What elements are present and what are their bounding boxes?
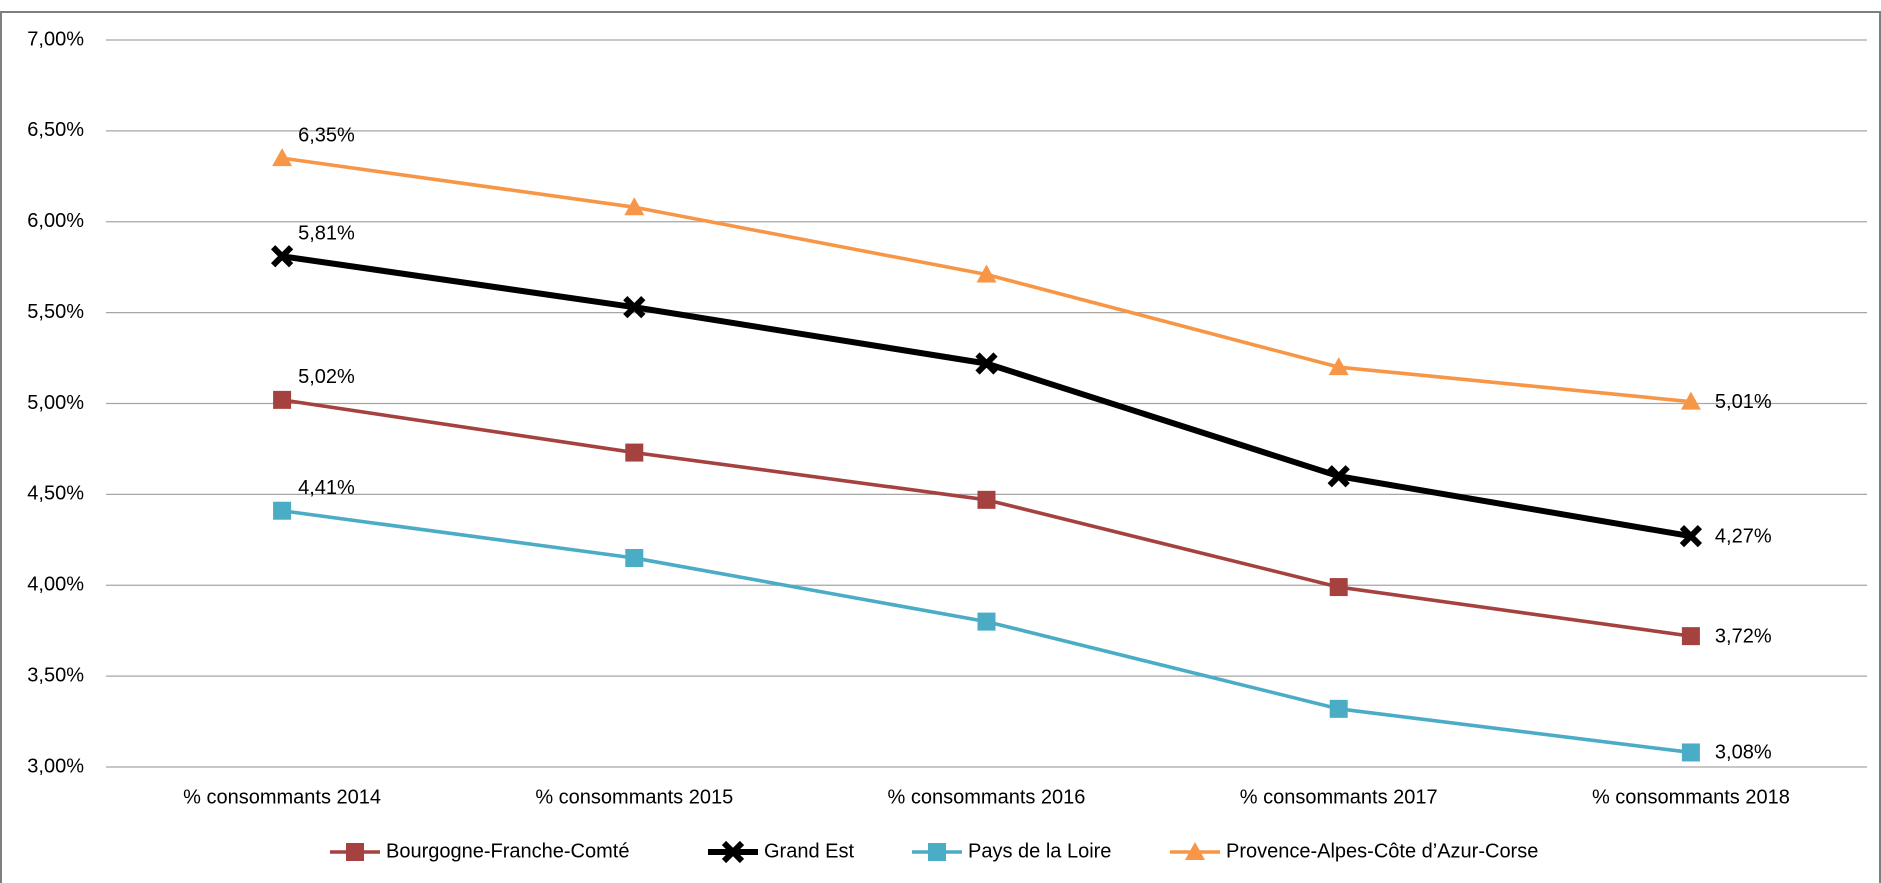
x-tick-label: % consommants 2015 bbox=[535, 786, 733, 808]
legend-marker bbox=[346, 843, 364, 861]
data-point bbox=[977, 612, 996, 631]
data-label: 3,72% bbox=[1715, 625, 1772, 647]
y-tick-label: 6,00% bbox=[27, 210, 84, 232]
data-point bbox=[1327, 465, 1350, 488]
data-point bbox=[977, 490, 996, 509]
data-point bbox=[272, 148, 293, 167]
data-point bbox=[1681, 627, 1700, 646]
data-point bbox=[975, 352, 998, 375]
y-tick-label: 3,50% bbox=[27, 664, 84, 686]
y-tick-label: 6,50% bbox=[27, 119, 84, 141]
y-tick-label: 7,00% bbox=[27, 28, 84, 50]
data-point bbox=[625, 443, 644, 462]
data-point bbox=[1679, 525, 1703, 548]
x-tick-label: % consommants 2014 bbox=[183, 786, 381, 808]
legend-marker bbox=[721, 840, 745, 864]
data-point bbox=[1680, 391, 1701, 410]
data-label: 4,27% bbox=[1715, 525, 1772, 547]
y-tick-label: 4,00% bbox=[27, 574, 84, 596]
y-tick-label: 5,50% bbox=[27, 301, 84, 323]
data-label: 4,41% bbox=[298, 477, 355, 499]
data-point bbox=[976, 264, 997, 283]
series-line bbox=[281, 398, 1692, 638]
x-tick-label: % consommants 2017 bbox=[1240, 786, 1438, 808]
data-point bbox=[270, 245, 294, 268]
data-point bbox=[625, 548, 644, 567]
data-point bbox=[1329, 578, 1348, 597]
y-tick-label: 5,00% bbox=[27, 392, 84, 414]
chart-frame bbox=[0, 11, 1881, 883]
data-label: 5,01% bbox=[1715, 391, 1772, 413]
legend-label: Pays de la Loire bbox=[968, 840, 1111, 862]
x-tick-label: % consommants 2018 bbox=[1592, 786, 1790, 808]
y-tick-label: 3,00% bbox=[27, 755, 84, 777]
data-label: 5,02% bbox=[298, 366, 355, 388]
series-line bbox=[281, 508, 1692, 755]
data-point bbox=[1329, 699, 1348, 718]
legend-label: Grand Est bbox=[764, 840, 854, 862]
x-tick-label: % consommants 2016 bbox=[888, 786, 1086, 808]
legend-marker bbox=[928, 843, 946, 861]
data-point bbox=[273, 390, 292, 409]
data-point bbox=[623, 296, 646, 319]
data-label: 3,08% bbox=[1715, 742, 1772, 764]
data-label: 6,35% bbox=[298, 124, 355, 146]
data-point bbox=[273, 501, 292, 520]
data-point bbox=[1681, 743, 1700, 762]
data-point bbox=[1328, 357, 1349, 376]
y-tick-label: 4,50% bbox=[27, 483, 84, 505]
data-point bbox=[624, 197, 645, 216]
data-label: 5,81% bbox=[298, 223, 355, 245]
legend-label: Provence-Alpes-Côte d’Azur-Corse bbox=[1226, 840, 1538, 862]
legend-label: Bourgogne-Franche-Comté bbox=[386, 840, 629, 862]
legend-marker bbox=[1185, 842, 1205, 860]
